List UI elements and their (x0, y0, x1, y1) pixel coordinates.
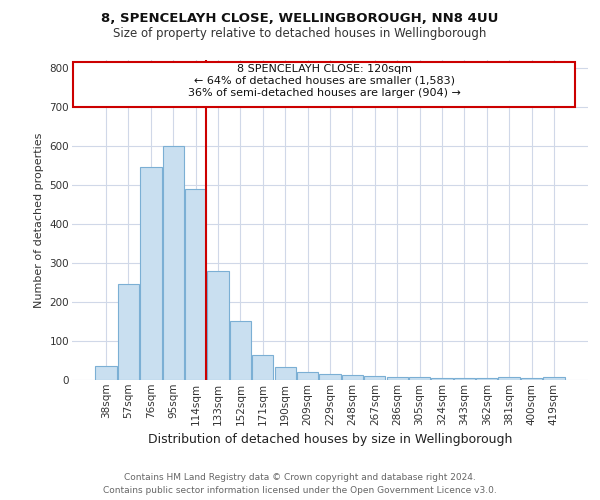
Bar (409, 378, 430, 380)
X-axis label: Distribution of detached houses by size in Wellingborough: Distribution of detached houses by size … (148, 433, 512, 446)
Text: ← 64% of detached houses are smaller (1,583): ← 64% of detached houses are smaller (1,… (194, 75, 455, 85)
Bar (95, 366, 117, 380)
Text: Contains HM Land Registry data © Crown copyright and database right 2024.
Contai: Contains HM Land Registry data © Crown c… (103, 473, 497, 495)
Bar (208, 270, 229, 380)
Y-axis label: Number of detached properties: Number of detached properties (34, 132, 44, 308)
Text: 36% of semi-detached houses are larger (904) →: 36% of semi-detached houses are larger (… (188, 88, 461, 98)
Text: 8 SPENCELAYH CLOSE: 120sqm: 8 SPENCELAYH CLOSE: 120sqm (236, 64, 412, 74)
Bar (140, 168, 161, 380)
Bar (454, 378, 475, 380)
Bar (431, 378, 452, 380)
Bar (319, 374, 341, 380)
Bar (118, 284, 139, 380)
Bar (386, 377, 408, 380)
FancyBboxPatch shape (73, 62, 575, 106)
Bar (342, 376, 363, 380)
Bar (543, 378, 565, 380)
Bar (252, 354, 274, 380)
Bar (163, 146, 184, 380)
Bar (476, 378, 497, 380)
Bar (275, 367, 296, 380)
Bar (521, 378, 542, 380)
Text: Size of property relative to detached houses in Wellingborough: Size of property relative to detached ho… (113, 28, 487, 40)
Bar (230, 322, 251, 380)
Bar (364, 376, 385, 380)
Bar (185, 189, 206, 380)
Bar (499, 377, 520, 380)
Bar (297, 372, 318, 380)
Text: 8, SPENCELAYH CLOSE, WELLINGBOROUGH, NN8 4UU: 8, SPENCELAYH CLOSE, WELLINGBOROUGH, NN8… (101, 12, 499, 26)
